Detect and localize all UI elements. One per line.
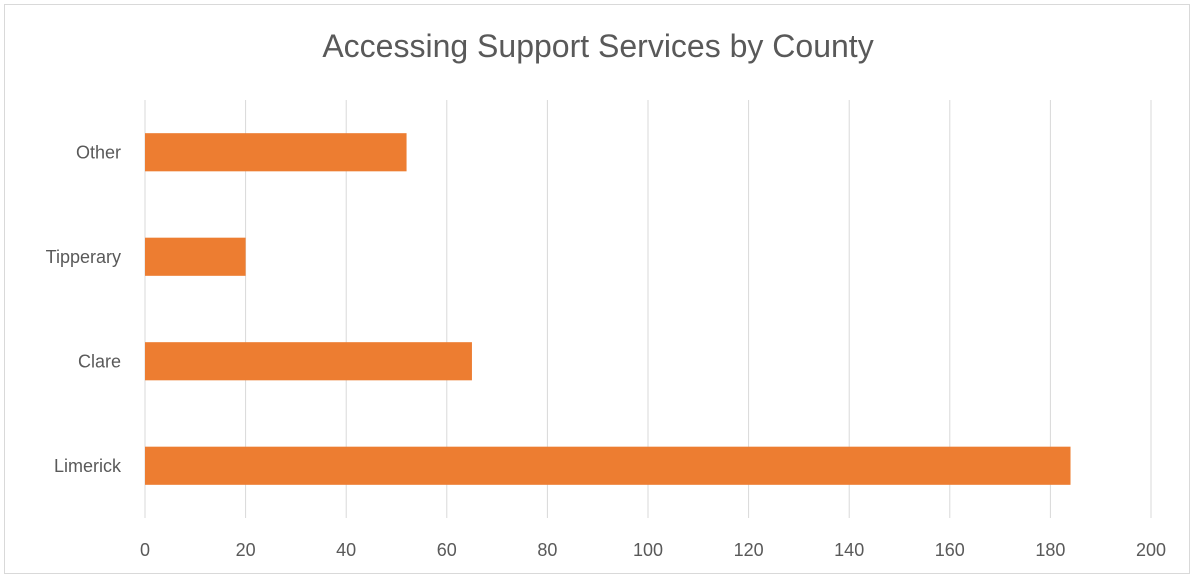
x-tick-label: 120 <box>734 540 764 560</box>
x-tick-label: 140 <box>834 540 864 560</box>
x-tick-label: 40 <box>336 540 356 560</box>
x-tick-label: 80 <box>537 540 557 560</box>
chart-title: Accessing Support Services by County <box>322 28 874 64</box>
category-label-other: Other <box>76 142 121 162</box>
category-label-limerick: Limerick <box>54 456 122 476</box>
x-tick-labels: 0 20 40 60 80 100 120 140 160 180 200 <box>140 540 1166 560</box>
category-label-tipperary: Tipperary <box>46 247 121 267</box>
x-tick-label: 60 <box>437 540 457 560</box>
bar-tipperary <box>145 237 246 276</box>
category-label-clare: Clare <box>78 351 121 371</box>
bars <box>145 133 1071 485</box>
x-tick-label: 200 <box>1136 540 1166 560</box>
bar-limerick <box>145 446 1071 485</box>
x-tick-label: 0 <box>140 540 150 560</box>
x-tick-label: 100 <box>633 540 663 560</box>
bar-clare <box>145 342 472 381</box>
x-tick-label: 20 <box>236 540 256 560</box>
x-tick-label: 180 <box>1035 540 1065 560</box>
x-tick-label: 160 <box>935 540 965 560</box>
bar-other <box>145 133 407 172</box>
category-labels: Limerick Clare Tipperary Other <box>46 142 122 476</box>
